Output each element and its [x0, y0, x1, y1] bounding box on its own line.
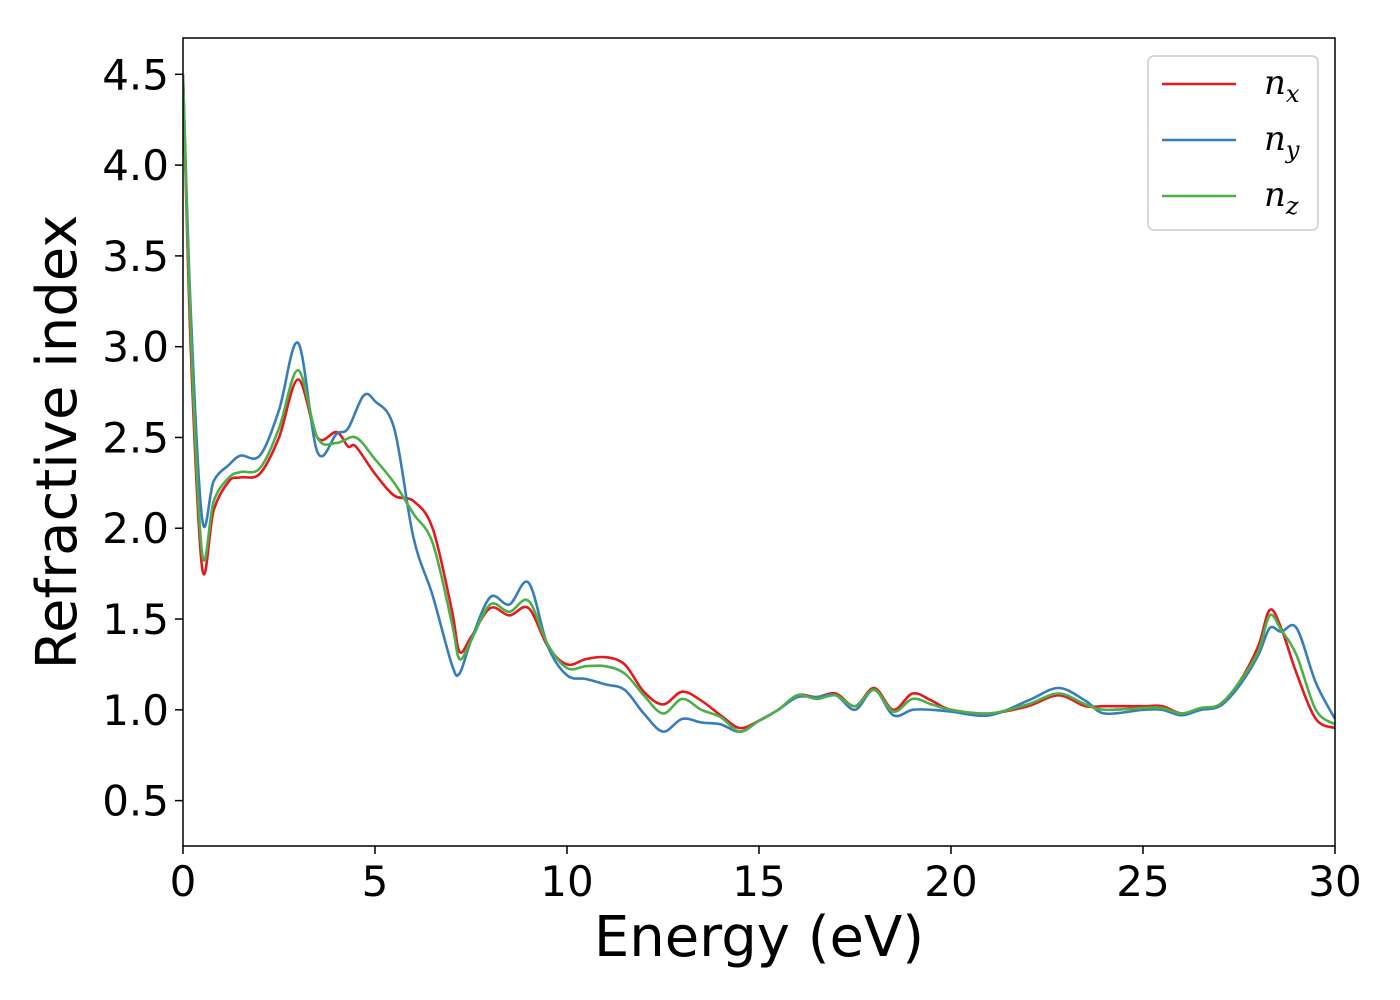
x-tick-label: 0 [170, 857, 197, 906]
x-tick-label: 15 [732, 857, 785, 906]
x-tick-label: 20 [924, 857, 977, 906]
y-axis: 0.5 1.0 1.5 2.0 2.5 3.0 3.5 4.0 4.5 [102, 50, 183, 826]
x-tick-label: 30 [1308, 857, 1361, 906]
x-tick-label: 10 [540, 857, 593, 906]
series-line-nz [183, 74, 1335, 733]
y-tick-label: 3.5 [102, 232, 169, 281]
y-tick-label: 3.0 [102, 323, 169, 372]
x-tick-label: 5 [362, 857, 389, 906]
x-axis-title: Energy (eV) [594, 905, 924, 970]
y-tick-label: 4.5 [102, 50, 169, 99]
x-tick-label: 25 [1116, 857, 1169, 906]
y-tick-label: 1.0 [102, 686, 169, 735]
y-tick-label: 4.0 [102, 141, 169, 190]
y-tick-label: 2.5 [102, 413, 169, 462]
legend-box [1147, 55, 1319, 231]
y-tick-label: 0.5 [102, 777, 169, 826]
series-layer [183, 74, 1335, 733]
y-tick-label: 2.0 [102, 504, 169, 553]
y-tick-label: 1.5 [102, 595, 169, 644]
y-axis-title: Refractive index [25, 215, 90, 670]
x-axis: 0 5 10 15 20 25 30 [170, 846, 1362, 906]
